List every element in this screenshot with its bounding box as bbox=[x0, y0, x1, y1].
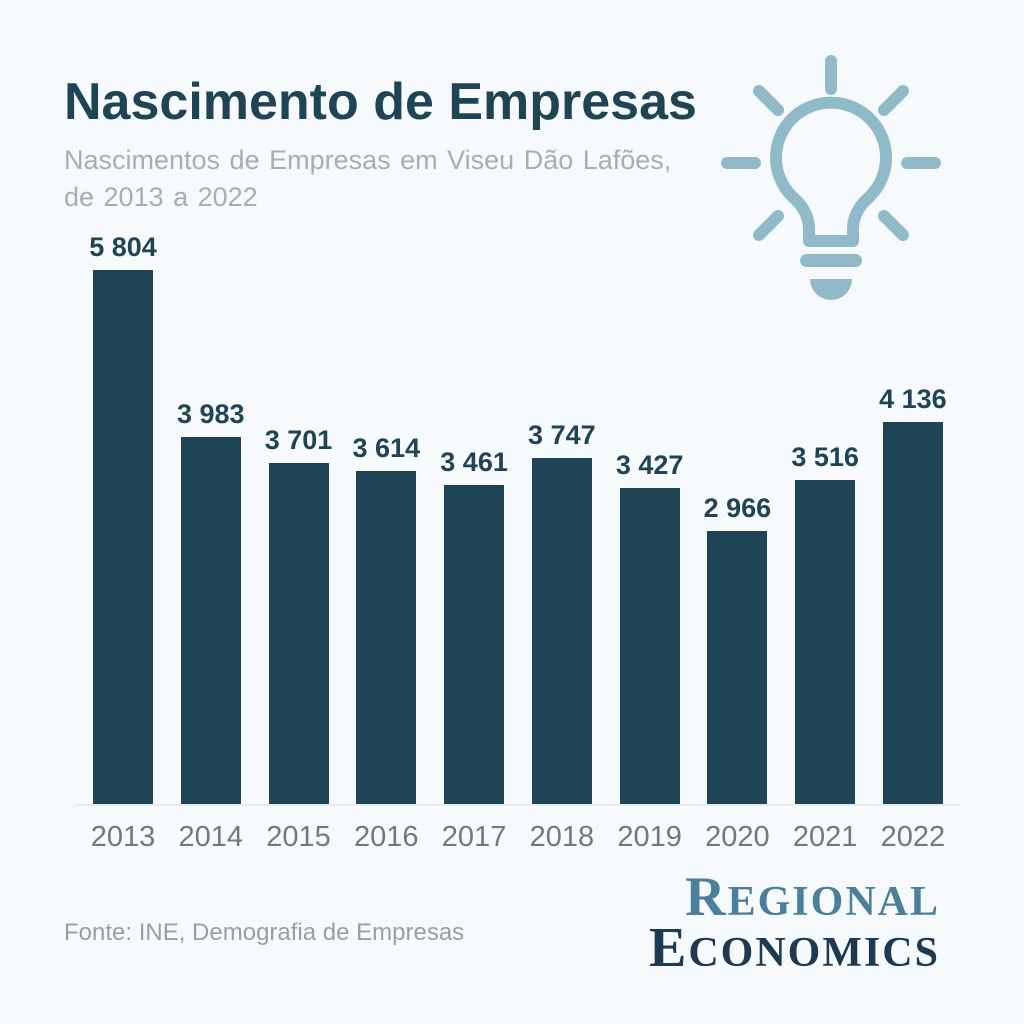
bar-value-label: 2 966 bbox=[703, 492, 772, 523]
bar-column: 3 427 2019 bbox=[616, 232, 684, 853]
bar bbox=[180, 436, 241, 805]
logo-rest-letters: EGIONAL bbox=[727, 879, 940, 925]
bar-column: 3 747 2018 bbox=[528, 232, 596, 853]
bar-column: 3 461 2017 bbox=[440, 232, 508, 853]
logo-initial-letter: E bbox=[648, 917, 689, 979]
bar-value-label: 4 136 bbox=[879, 384, 947, 415]
bar-value-label: 3 747 bbox=[528, 420, 596, 451]
x-axis-label: 2021 bbox=[792, 821, 858, 853]
x-axis-label: 2018 bbox=[529, 821, 595, 853]
bar bbox=[531, 458, 592, 805]
bar-column: 3 701 2015 bbox=[265, 232, 333, 853]
bulb-ray-lower-left bbox=[753, 210, 784, 241]
bar-column: 3 516 2021 bbox=[791, 232, 859, 853]
bar bbox=[707, 530, 768, 805]
x-axis-label: 2017 bbox=[441, 821, 507, 853]
bar-column: 5 804 2013 bbox=[89, 232, 157, 853]
bar-value-label: 3 614 bbox=[352, 432, 421, 463]
subtitle-line-1: Nascimentos de Empresas em Viseu Dão Laf… bbox=[64, 145, 672, 175]
bar-chart: 5 804 2013 3 983 2014 3 701 2015 3 614 2016 3 46… bbox=[89, 232, 947, 854]
lightbulb-svg bbox=[721, 55, 941, 300]
bar-column: 2 966 2020 bbox=[704, 232, 772, 853]
bar-value-label: 3 701 bbox=[264, 424, 333, 455]
bar bbox=[356, 470, 417, 805]
bar-value-label: 3 461 bbox=[440, 446, 508, 477]
x-axis-label: 2013 bbox=[90, 821, 156, 853]
bulb-outline bbox=[770, 96, 892, 247]
bar-column: 3 983 2014 bbox=[177, 232, 245, 854]
subtitle-line-2: de 2013 a 2022 bbox=[64, 182, 258, 212]
x-axis-label: 2015 bbox=[266, 821, 331, 853]
page-title: Nascimento de Empresas bbox=[64, 73, 697, 131]
brand-logo: REGIONAL ECONOMICS bbox=[649, 869, 940, 976]
bulb-ray-upper-left bbox=[753, 85, 784, 116]
bar-value-label: 3 983 bbox=[176, 398, 245, 429]
bar-value-label: 3 427 bbox=[615, 449, 684, 480]
logo-word-regional: REGIONAL bbox=[649, 869, 940, 925]
x-axis-label: 2020 bbox=[705, 821, 770, 853]
bulb-ray-lower-right bbox=[878, 210, 909, 241]
bar bbox=[795, 479, 856, 805]
x-axis-line bbox=[75, 804, 960, 806]
bulb-base-dome bbox=[810, 279, 852, 300]
bar bbox=[93, 270, 153, 805]
bar bbox=[444, 484, 505, 805]
bar-value-label: 5 804 bbox=[89, 232, 157, 262]
bar-column: 3 614 2016 bbox=[353, 232, 421, 853]
bar bbox=[882, 422, 943, 805]
bar-value-label: 3 516 bbox=[791, 441, 859, 472]
logo-initial-letter: R bbox=[685, 866, 728, 928]
bar bbox=[268, 462, 329, 805]
logo-word-economics: ECONOMICS bbox=[649, 920, 940, 976]
lightbulb-icon bbox=[721, 55, 941, 305]
bar-column: 4 136 2022 bbox=[879, 232, 947, 853]
x-axis-label: 2014 bbox=[178, 821, 244, 853]
bulb-ray-upper-right bbox=[878, 85, 909, 116]
x-axis-label: 2016 bbox=[354, 821, 419, 853]
bar bbox=[619, 487, 680, 805]
logo-rest-letters: CONOMICS bbox=[688, 930, 940, 976]
page-subtitle: Nascimentos de Empresas em Viseu Dão Laf… bbox=[64, 142, 684, 216]
x-axis-label: 2022 bbox=[880, 821, 946, 853]
source-note: Fonte: INE, Demografia de Empresas bbox=[64, 919, 465, 946]
bulb-base-line bbox=[800, 254, 862, 267]
x-axis-label: 2019 bbox=[617, 821, 682, 853]
